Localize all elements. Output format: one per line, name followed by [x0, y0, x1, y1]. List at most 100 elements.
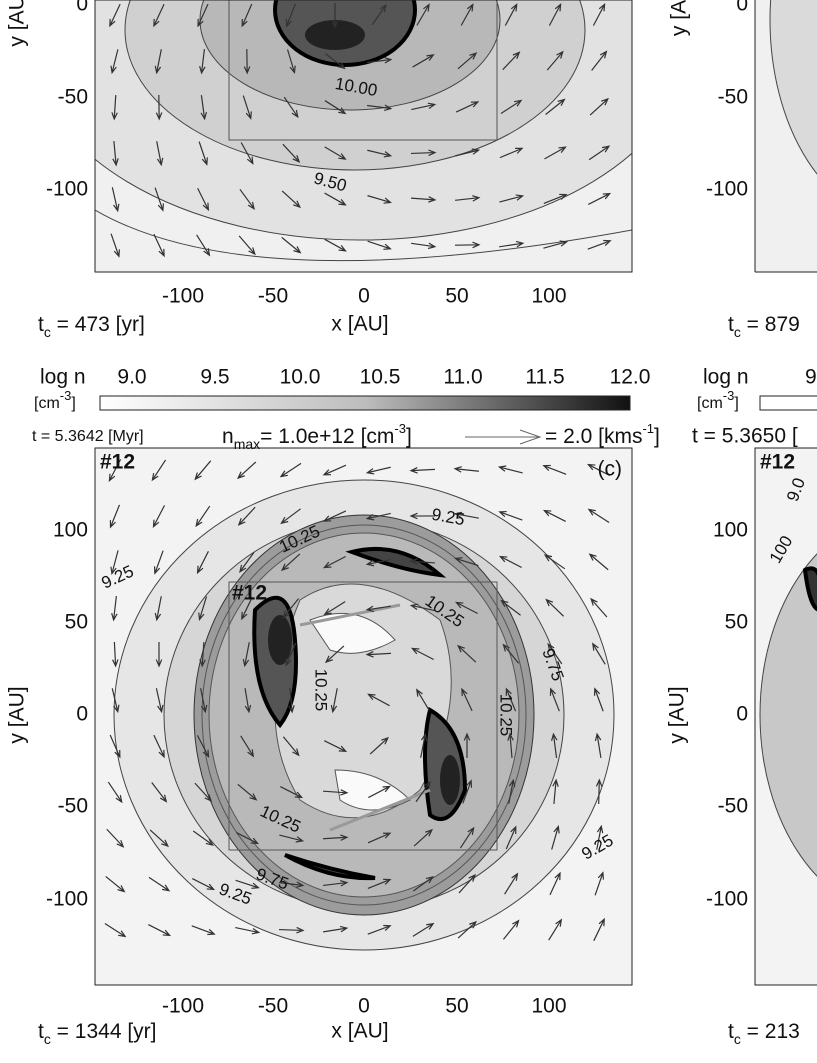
velocity-arrow	[545, 98, 566, 115]
velocity-arrow	[283, 96, 299, 119]
time-label-part: = 473 [yr]	[51, 313, 145, 336]
velocity-arrow	[109, 3, 121, 28]
velocity-arrow	[331, 3, 339, 29]
y-tick-label: 100	[53, 519, 88, 542]
x-tick-label: 0	[358, 285, 370, 308]
y-tick-label: -50	[58, 86, 88, 109]
velocity-arrow	[551, 824, 560, 850]
velocity-arrow	[105, 875, 126, 893]
velocity-arrow	[498, 510, 523, 521]
time-label-part: = 879	[741, 313, 800, 336]
velocity-arrow	[194, 460, 212, 481]
x-tick-label: -50	[258, 995, 288, 1018]
velocity-arrow	[282, 598, 300, 619]
velocity-arrow	[278, 926, 305, 934]
velocity-arrow	[112, 641, 119, 668]
velocity-arrow	[149, 829, 170, 848]
velocity-arrow	[412, 876, 434, 892]
velocity-arrow	[552, 778, 559, 805]
velocity-arrow	[112, 140, 119, 167]
time-label-part: c	[44, 324, 51, 340]
colorbar-tick: 12.0	[610, 366, 651, 389]
time-label-part: t	[38, 313, 44, 336]
time-label-part: c	[44, 1031, 51, 1047]
velocity-arrow	[461, 687, 473, 712]
x-tick-label: 100	[531, 995, 566, 1018]
velocity-arrow	[155, 688, 164, 714]
right-colorbar	[759, 395, 817, 411]
velocity-arrow	[281, 236, 302, 254]
y-tick-label: -50	[58, 795, 88, 818]
time-label-part: t	[728, 1020, 734, 1043]
velocity-arrow	[411, 102, 437, 111]
velocity-arrow	[547, 642, 563, 665]
x-tick-label: 0	[358, 995, 370, 1018]
velocity-arrow	[545, 598, 565, 617]
x-tick-label: 50	[445, 285, 468, 308]
time-label: tc = 1344 [yr]	[38, 1020, 157, 1047]
velocity-arrow	[322, 464, 347, 476]
velocity-arrow	[460, 3, 474, 26]
time-label-part: = 213	[741, 1020, 800, 1043]
velocity-arrow	[546, 50, 564, 71]
velocity-arrow	[241, 3, 253, 28]
velocity-arrow	[196, 234, 211, 257]
time-label-part: c	[734, 324, 741, 340]
x-axis-label: x [AU]	[331, 313, 388, 336]
velocity-arrow	[410, 149, 437, 157]
velocity-arrow	[110, 49, 119, 75]
velocity-arrow	[155, 94, 163, 121]
y-tick-label: 100	[713, 519, 748, 542]
velocity-arrow	[549, 871, 561, 896]
velocity-arrow	[286, 49, 296, 74]
colorbar-tick: 9	[805, 366, 817, 389]
velocity-arrow	[367, 240, 392, 250]
velocity-arrow	[502, 919, 520, 940]
velocity-arrow	[410, 196, 437, 203]
velocity-arrow	[148, 876, 171, 892]
velocity-arrow	[544, 146, 567, 160]
velocity-arrow	[237, 783, 258, 801]
velocity-arrow	[504, 872, 519, 895]
velocity-arrow	[453, 466, 479, 473]
velocity-arrow	[111, 187, 120, 213]
x-tick-label: -100	[162, 285, 204, 308]
velocity-arrow	[497, 465, 523, 474]
velocity-arrow	[104, 923, 127, 938]
y-axis-label: y [AU]	[6, 686, 29, 743]
velocity-arrow	[191, 925, 216, 936]
velocity-arrow	[457, 920, 478, 939]
velocity-arrow	[367, 693, 390, 707]
y-tick-label: -50	[718, 86, 748, 109]
x-tick-label: -50	[258, 285, 288, 308]
velocity-arrow	[282, 143, 301, 163]
nmax-info: nmax= 1.0e+12 [cm-3]	[222, 421, 412, 452]
arrow-scale-part: ]	[654, 425, 660, 448]
right-top-field	[755, 0, 817, 272]
velocity-arrow	[244, 688, 252, 714]
colorbar-tick: 11.0	[443, 366, 482, 389]
velocity-arrow	[324, 645, 345, 664]
velocity-arrow	[589, 97, 609, 116]
velocity-arrow	[279, 834, 305, 843]
velocity-arrow	[498, 555, 522, 569]
velocity-arrow	[369, 736, 389, 755]
velocity-arrow	[591, 50, 608, 71]
velocity-arrow	[463, 732, 471, 759]
velocity-arrow	[454, 601, 478, 615]
velocity-arrow	[455, 148, 481, 157]
y-axis-label: y [AU]	[666, 686, 689, 743]
velocity-arrow	[587, 508, 610, 524]
nmax-info-part: = 1.0e+12 [cm	[260, 425, 394, 448]
velocity-arrow	[243, 48, 251, 75]
velocity-arrow	[192, 878, 216, 891]
velocity-arrow	[590, 597, 608, 618]
y-tick-label: -100	[46, 178, 88, 201]
velocity-arrow	[235, 926, 261, 935]
y-tick-label: 0	[736, 703, 748, 726]
velocity-arrow	[324, 238, 347, 252]
velocity-arrow	[282, 736, 300, 757]
velocity-arrow	[412, 922, 435, 937]
